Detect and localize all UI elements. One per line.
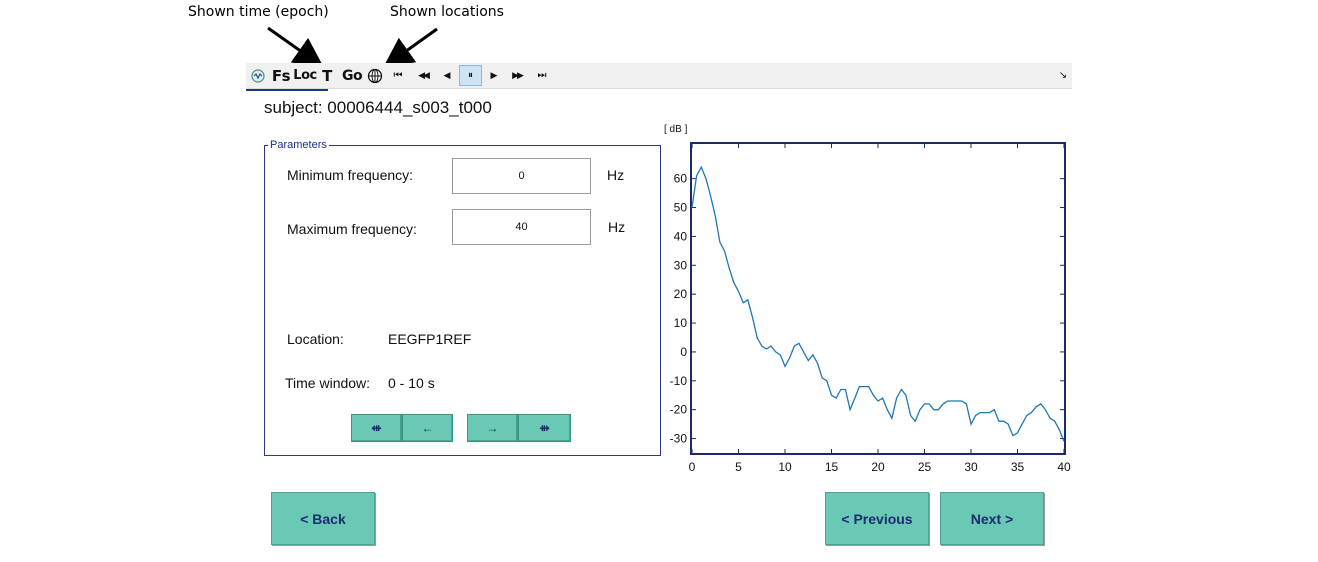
min-frequency-label: Minimum frequency:: [287, 167, 414, 183]
min-frequency-field[interactable]: 0: [452, 158, 591, 194]
fast-back-button[interactable]: ◀◀: [418, 70, 430, 81]
head-globe-icon[interactable]: [366, 63, 384, 88]
annotation-arrow-locations: [383, 27, 438, 68]
fs-button[interactable]: Fs: [271, 66, 291, 85]
max-frequency-field[interactable]: 40: [452, 209, 591, 245]
x-tick-label: 20: [871, 460, 885, 474]
y-tick-label: 50: [674, 201, 688, 215]
step-back-button[interactable]: ◀: [443, 70, 451, 81]
toolbar-underline: [246, 89, 328, 91]
chart-ticks: [691, 144, 1065, 453]
pause-button[interactable]: ⏸: [459, 65, 482, 86]
next-window-button[interactable]: →: [467, 414, 518, 442]
previous-button[interactable]: < Previous: [825, 492, 929, 545]
x-tick-label: 0: [689, 460, 696, 474]
toolbar-corner-icon[interactable]: ↘: [1058, 70, 1068, 81]
toolbar: Fs Loc T Go ⏮ ◀◀ ◀ ⏸ ▶ ▶▶ ⏭ ↘: [246, 63, 1072, 89]
chart-frame: [690, 142, 1066, 455]
annotation-arrow-time: [267, 26, 324, 68]
y-tick-label: -30: [670, 432, 688, 446]
y-tick-label: -20: [670, 403, 688, 417]
first-window-button[interactable]: ⇺: [351, 414, 402, 442]
x-tick-label: 15: [825, 460, 839, 474]
subject-label: subject: 00006444_s003_t000: [264, 98, 492, 117]
prev-window-button[interactable]: ←: [402, 414, 453, 442]
eeg-logo-icon[interactable]: [250, 63, 266, 88]
parameters-legend: Parameters: [268, 139, 329, 151]
location-label: Location:: [287, 331, 344, 347]
x-tick-label: 25: [918, 460, 932, 474]
chart-ylabel: [ dB ]: [664, 124, 688, 135]
y-tick-label: 20: [674, 287, 688, 301]
time-button[interactable]: T: [322, 66, 332, 85]
play-button[interactable]: ▶: [490, 70, 498, 81]
max-frequency-unit: Hz: [608, 219, 626, 235]
y-tick-label: 30: [674, 258, 688, 272]
x-tick-label: 30: [964, 460, 978, 474]
y-tick-label: -10: [670, 374, 688, 388]
annotation-shown-locations: Shown locations: [390, 4, 504, 20]
y-tick-label: 60: [674, 172, 688, 186]
y-tick-label: 40: [674, 229, 688, 243]
chart-series-line: [691, 165, 1065, 442]
last-epoch-button[interactable]: ⏭: [537, 70, 547, 81]
annotation-shown-time: Shown time (epoch): [188, 4, 329, 20]
annotation-arrows: [267, 26, 438, 68]
x-tick-label: 5: [735, 460, 742, 474]
location-value: EEGFP1REF: [388, 331, 472, 347]
time-window-value: 0 - 10 s: [388, 375, 435, 391]
x-tick-label: 35: [1011, 460, 1025, 474]
x-tick-label: 40: [1057, 460, 1071, 474]
chart-tick-labels: 0 5 10 15 20 25 30 35 40 -30 -20 -10 0 10 20 30 40 50 60: [670, 172, 1071, 474]
next-button[interactable]: Next >: [940, 492, 1044, 545]
min-frequency-unit: Hz: [607, 167, 625, 183]
fast-forward-button[interactable]: ▶▶: [512, 70, 524, 81]
last-window-button[interactable]: ⇻: [518, 414, 571, 442]
time-window-label: Time window:: [285, 375, 371, 391]
y-tick-label: 0: [680, 345, 687, 359]
go-button[interactable]: Go: [341, 67, 363, 84]
parameters-panel: [264, 145, 661, 456]
loc-button[interactable]: Loc: [293, 68, 317, 83]
back-button[interactable]: < Back: [271, 492, 375, 545]
y-tick-label: 10: [674, 316, 688, 330]
max-frequency-label: Maximum frequency:: [287, 221, 417, 237]
first-epoch-button[interactable]: ⏮: [393, 70, 403, 81]
spectrum-chart: [ dB ] 0 5 10 15 20 25 30 35 40 -30 -20 -10 0 10 20 30 4…: [664, 124, 1071, 474]
x-tick-label: 10: [778, 460, 792, 474]
